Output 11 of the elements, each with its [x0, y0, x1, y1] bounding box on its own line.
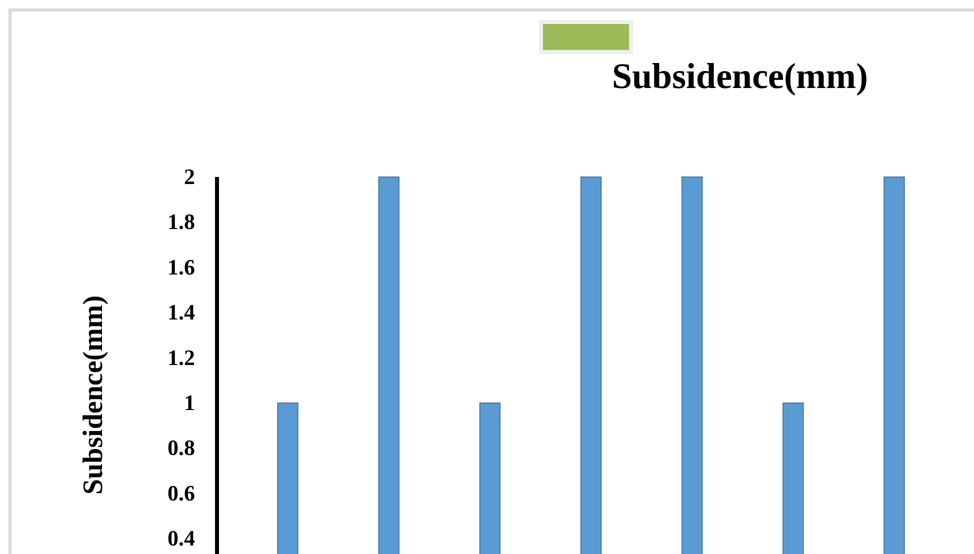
y-tick-label: 2 [184, 164, 195, 190]
y-tick-label: 0.6 [168, 480, 195, 506]
chart-title: Subsidence(mm) [612, 56, 868, 96]
y-tick-label: 1.4 [168, 300, 195, 325]
y-tick-label: 0.4 [168, 526, 195, 551]
y-tick-label: 1.2 [168, 344, 195, 370]
y-tick-label: 1.6 [168, 254, 195, 280]
y-axis-title: Subsidence(mm) [78, 295, 109, 495]
y-tick-label: 0.8 [168, 435, 195, 460]
y-tick-label: 1.8 [168, 209, 195, 234]
y-tick-label: 1 [184, 390, 195, 416]
